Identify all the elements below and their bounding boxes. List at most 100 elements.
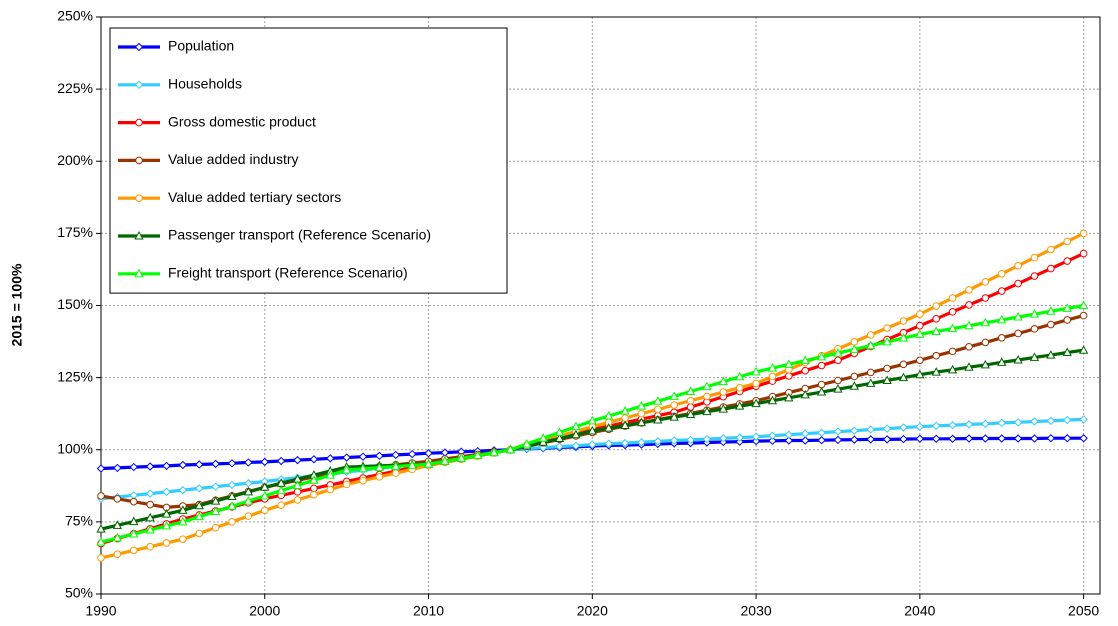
marker <box>129 462 138 472</box>
marker <box>211 523 220 532</box>
marker <box>637 438 646 447</box>
marker <box>981 338 990 347</box>
marker <box>1046 434 1056 443</box>
marker <box>866 331 875 339</box>
marker <box>293 455 302 465</box>
legend-label: Value added tertiary sectors <box>168 189 341 205</box>
marker <box>210 506 221 515</box>
marker <box>342 464 352 474</box>
marker <box>932 314 941 323</box>
marker <box>587 425 597 435</box>
marker <box>161 520 172 530</box>
marker <box>228 518 236 526</box>
marker <box>227 480 237 490</box>
marker <box>1029 352 1040 361</box>
marker <box>866 340 876 350</box>
marker <box>161 509 172 518</box>
marker <box>96 537 106 546</box>
marker <box>113 463 122 473</box>
marker <box>915 329 925 338</box>
marker <box>801 366 810 375</box>
marker <box>604 410 614 420</box>
y-tick-label: 225% <box>57 80 93 96</box>
marker <box>620 438 630 448</box>
marker <box>801 429 810 438</box>
y-tick-label: 75% <box>65 513 93 529</box>
marker <box>145 524 155 534</box>
marker <box>670 401 678 409</box>
marker <box>310 484 318 493</box>
marker <box>850 426 859 435</box>
marker <box>1030 325 1039 333</box>
marker <box>97 492 105 500</box>
marker <box>604 423 614 432</box>
marker <box>817 436 826 445</box>
marker <box>391 450 400 460</box>
y-axis-label: 2015 = 100% <box>9 263 25 346</box>
marker <box>866 378 876 387</box>
marker <box>653 414 663 424</box>
marker <box>784 392 794 402</box>
marker <box>866 425 875 434</box>
marker <box>816 351 827 361</box>
marker <box>980 317 991 327</box>
marker <box>1063 237 1072 246</box>
marker <box>636 417 647 427</box>
marker <box>1079 311 1088 320</box>
marker <box>194 511 204 521</box>
marker <box>1063 316 1072 324</box>
x-tick-label: 2020 <box>577 603 608 619</box>
marker <box>571 429 581 439</box>
marker <box>964 362 974 371</box>
marker <box>145 462 155 471</box>
marker <box>669 412 679 421</box>
marker <box>768 431 777 440</box>
marker <box>113 494 122 503</box>
marker <box>178 460 188 470</box>
marker <box>260 490 270 500</box>
marker <box>129 546 138 555</box>
marker <box>964 320 974 330</box>
marker <box>735 371 745 381</box>
legend-label: Gross domestic product <box>168 113 316 129</box>
marker <box>277 501 285 509</box>
marker <box>407 449 417 459</box>
marker <box>96 464 106 473</box>
marker <box>1013 418 1023 427</box>
marker <box>1047 245 1055 254</box>
marker <box>1063 434 1072 443</box>
legend-box <box>109 27 508 294</box>
marker <box>947 323 958 333</box>
marker <box>1030 253 1039 262</box>
marker <box>424 449 433 458</box>
marker <box>178 505 188 514</box>
marker <box>292 480 303 490</box>
marker <box>178 516 188 526</box>
marker <box>1046 416 1056 426</box>
marker <box>309 455 319 464</box>
marker <box>135 194 143 202</box>
marker <box>702 406 712 416</box>
marker <box>374 462 385 472</box>
marker <box>669 391 679 400</box>
marker <box>965 286 973 294</box>
legend-label: Value added industry <box>168 151 299 167</box>
marker <box>276 456 286 466</box>
marker <box>898 372 909 382</box>
marker <box>882 424 892 433</box>
y-tick-label: 50% <box>65 585 93 601</box>
marker <box>997 269 1006 278</box>
marker <box>162 539 171 547</box>
marker <box>833 435 843 445</box>
y-tick-label: 150% <box>57 296 93 312</box>
marker <box>227 459 237 468</box>
marker <box>1029 309 1040 318</box>
marker <box>243 496 254 505</box>
marker <box>964 420 974 429</box>
marker <box>653 396 663 405</box>
marker <box>931 326 941 335</box>
marker <box>997 287 1006 295</box>
marker <box>981 278 990 286</box>
marker <box>735 433 744 442</box>
